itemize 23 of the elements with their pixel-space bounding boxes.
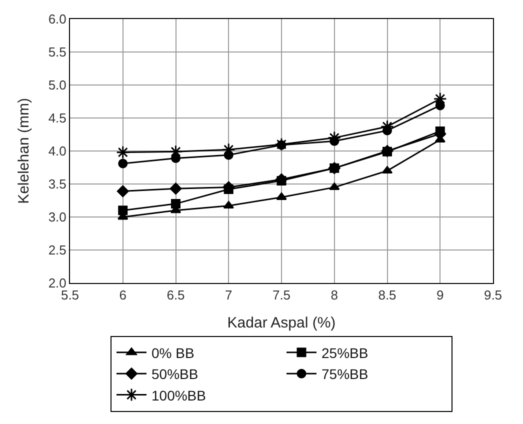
- x-axis-title: Kadar Aspal (%): [227, 314, 336, 332]
- y-tick-label: 4.0: [48, 144, 66, 159]
- x-tick-label: 8.5: [378, 288, 396, 303]
- y-tick-label: 2.5: [48, 242, 66, 258]
- x-tick-label: 7.5: [272, 288, 291, 303]
- y-tick-label: 5.0: [48, 78, 66, 93]
- legend-label: 0% BB: [152, 344, 194, 361]
- y-tick-label: 4.5: [48, 110, 66, 126]
- y-tick-label: 3.0: [48, 210, 66, 225]
- legend-label: 75%BB: [322, 366, 368, 382]
- y-tick-label: 5.5: [48, 44, 66, 60]
- x-tick-label: 6.5: [166, 288, 185, 303]
- legend-label: 25%BB: [322, 344, 368, 361]
- y-tick-label: 3.5: [48, 176, 66, 192]
- x-tick-label: 7: [225, 288, 232, 303]
- legend-label: 50%BB: [152, 366, 198, 382]
- y-tick-label: 6.0: [48, 12, 66, 27]
- x-tick-label: 9: [436, 288, 444, 303]
- y-axis-title: Kelelehan (mm): [16, 98, 33, 204]
- legend-label: 100%BB: [152, 387, 206, 404]
- x-tick-label: 9.5: [484, 288, 502, 303]
- x-tick-label: 8: [330, 288, 338, 303]
- x-tick-label: 6: [119, 288, 126, 303]
